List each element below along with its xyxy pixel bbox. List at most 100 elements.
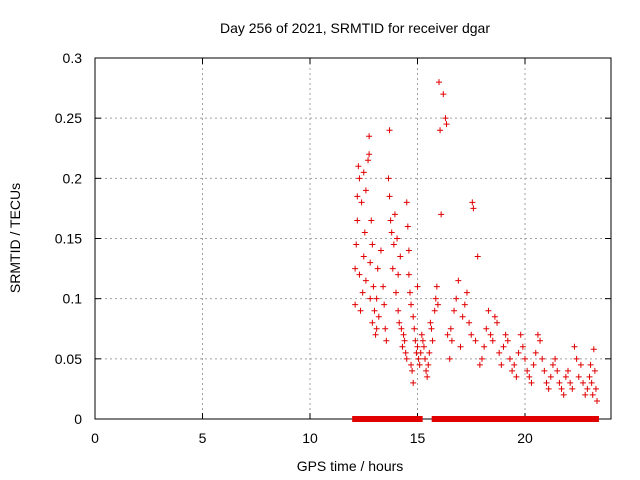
data-point <box>359 289 366 296</box>
data-point <box>415 355 422 362</box>
tick-labels: 0 0.05 0.1 0.15 0.2 0.25 0.3 0 5 10 15 20 <box>55 50 533 446</box>
data-point <box>400 331 407 338</box>
data-point <box>419 337 426 344</box>
baseline-point <box>492 416 499 422</box>
baseline-point <box>505 416 512 422</box>
data-point <box>532 349 539 356</box>
data-point <box>368 217 375 224</box>
data-point <box>479 355 485 362</box>
data-point <box>569 385 576 392</box>
baseline-point <box>538 416 545 422</box>
y-tick-label: 0.25 <box>55 110 82 126</box>
data-point <box>403 199 410 206</box>
data-point <box>367 259 374 266</box>
data-point <box>426 349 433 356</box>
data-point <box>455 277 462 284</box>
data-point <box>354 217 361 224</box>
data-point <box>354 193 361 200</box>
data-point <box>483 325 490 332</box>
data-point <box>446 355 453 362</box>
baseline-point <box>457 416 464 422</box>
baseline-point <box>483 416 490 422</box>
data-point <box>433 283 440 290</box>
data-point <box>372 331 379 338</box>
data-point <box>580 379 587 386</box>
data-point <box>560 391 567 398</box>
data-point <box>362 277 369 284</box>
y-tick-label: 0.05 <box>55 351 82 367</box>
data-point <box>442 115 449 122</box>
data-point <box>498 361 505 368</box>
data-point <box>509 367 516 374</box>
y-tick-label: 0.2 <box>63 170 83 186</box>
data-point <box>423 367 430 374</box>
data-point <box>506 355 513 362</box>
data-point <box>356 271 363 278</box>
baseline-point <box>441 416 448 422</box>
data-point <box>414 283 421 290</box>
axis-ticks <box>94 57 611 420</box>
data-point <box>481 343 488 350</box>
data-point <box>401 337 408 344</box>
baseline-point <box>403 416 410 422</box>
baseline-point <box>512 416 519 422</box>
baseline-point <box>509 416 516 422</box>
data-point <box>417 349 424 356</box>
data-point <box>412 337 419 344</box>
baseline-point <box>395 416 402 422</box>
x-axis-label: GPS time / hours <box>297 458 404 474</box>
y-tick-label: 0.15 <box>55 231 82 247</box>
data-point <box>352 301 359 308</box>
data-point <box>537 337 544 344</box>
baseline-point <box>567 416 574 422</box>
data-point <box>408 361 415 368</box>
data-point <box>451 307 458 314</box>
data-point <box>410 379 417 386</box>
baseline-point <box>386 416 393 422</box>
data-point <box>437 127 444 134</box>
data-point <box>367 295 374 302</box>
data-point <box>381 301 388 308</box>
data-point <box>434 301 441 308</box>
data-point <box>429 337 436 344</box>
data-point <box>391 211 398 218</box>
data-point <box>443 121 450 128</box>
data-point <box>377 247 384 254</box>
data-point <box>485 307 492 314</box>
data-point <box>355 163 362 170</box>
baseline-point <box>563 416 570 422</box>
data-point <box>405 247 412 254</box>
chart-title: Day 256 of 2021, SRMTID for receiver dga… <box>220 20 490 36</box>
baseline-point <box>454 416 461 422</box>
baseline-point <box>352 416 359 422</box>
data-point <box>558 385 565 392</box>
baseline-point <box>580 416 587 422</box>
baseline-point <box>573 416 580 422</box>
data-point <box>489 337 496 344</box>
data-point <box>428 325 435 332</box>
data-point <box>592 385 599 392</box>
data-point <box>552 355 559 362</box>
data-point <box>517 331 524 338</box>
data-point <box>494 319 501 326</box>
baseline-point <box>534 416 541 422</box>
data-point <box>496 349 503 356</box>
data-point <box>414 343 421 350</box>
data-point <box>470 205 477 212</box>
data-point <box>515 349 522 356</box>
data-point <box>436 79 442 86</box>
baseline-point <box>416 416 423 422</box>
data-point <box>353 241 360 248</box>
baseline-point <box>470 416 477 422</box>
data-point <box>362 187 369 194</box>
data-point <box>389 265 396 272</box>
data-point <box>440 91 447 98</box>
data-point <box>474 253 481 260</box>
baseline-point <box>522 416 528 422</box>
baseline-point <box>365 416 372 422</box>
data-point <box>394 235 401 242</box>
baseline-point <box>551 416 558 422</box>
data-point <box>547 373 554 380</box>
data-point <box>549 361 556 368</box>
data-point <box>524 367 531 374</box>
